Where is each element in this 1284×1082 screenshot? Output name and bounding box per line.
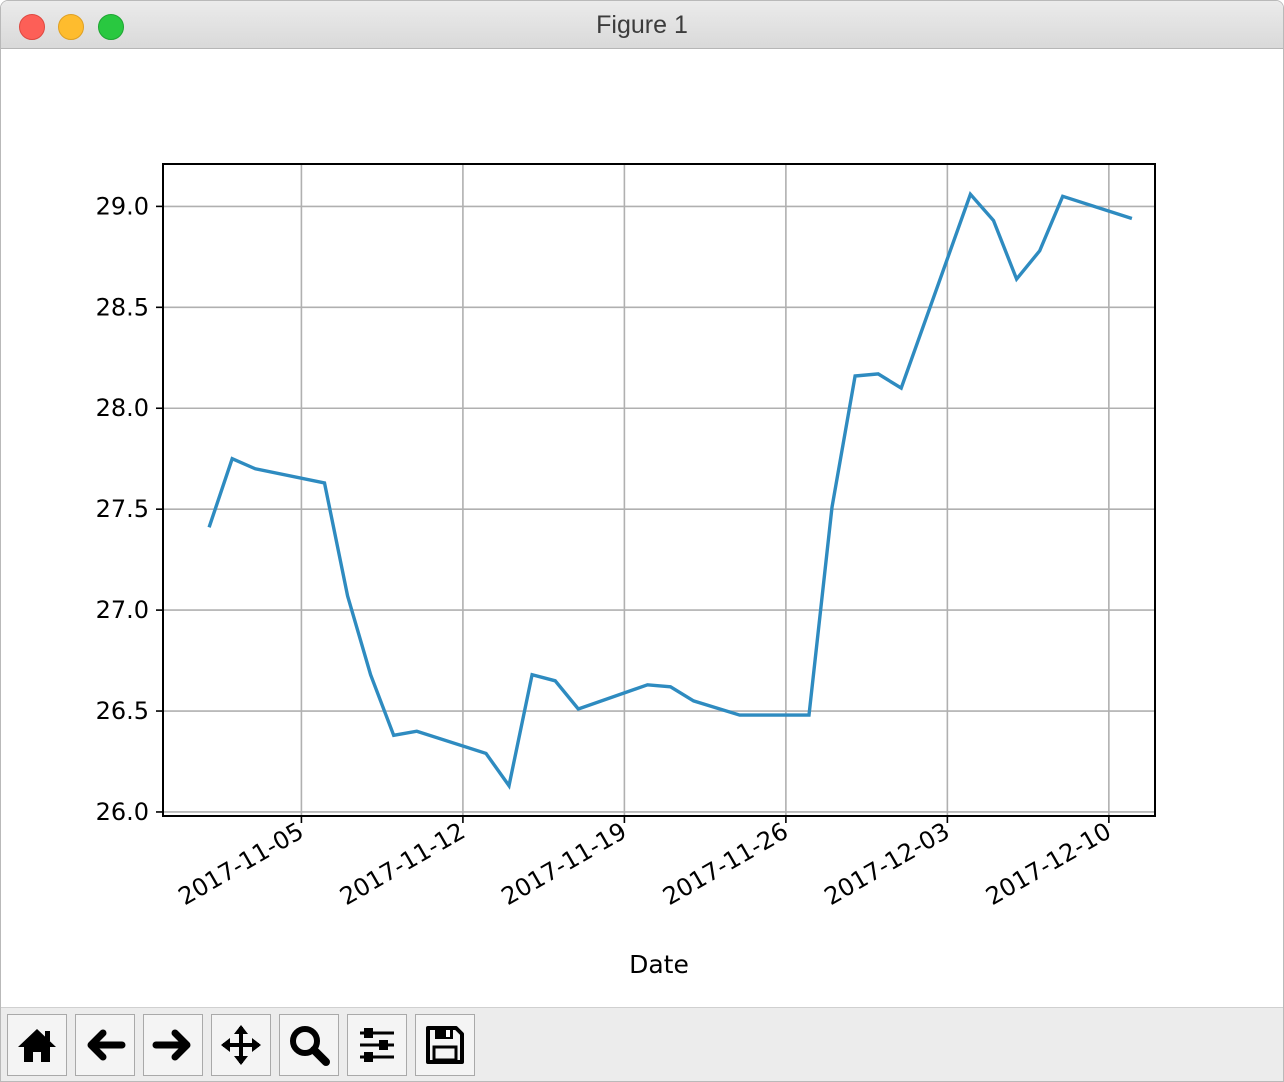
data-point: [414, 729, 419, 734]
minimize-window-button[interactable]: [58, 14, 84, 40]
y-tick-label: 26.0: [96, 798, 149, 826]
maximize-window-button[interactable]: [98, 14, 124, 40]
data-point: [230, 456, 235, 461]
data-point: [368, 672, 373, 677]
data-point: [830, 505, 835, 510]
data-point: [507, 783, 512, 788]
series-line: [207, 191, 1133, 790]
x-tick-label: 2017-11-05: [174, 817, 309, 911]
home-button[interactable]: [7, 1014, 67, 1076]
data-point: [991, 218, 996, 223]
data-point: [253, 466, 258, 471]
data-point: [576, 707, 581, 712]
y-tick-label: 28.5: [96, 293, 149, 321]
configure-subplots-button[interactable]: [347, 1014, 407, 1076]
forward-button[interactable]: [143, 1014, 203, 1076]
data-point: [737, 713, 742, 718]
data-point: [391, 733, 396, 738]
data-point: [1037, 248, 1042, 253]
data-point: [876, 371, 881, 376]
pan-button[interactable]: [211, 1014, 271, 1076]
close-window-button[interactable]: [19, 14, 45, 40]
navigation-toolbar: [1, 1007, 1283, 1081]
zoom-button[interactable]: [279, 1014, 339, 1076]
data-point: [691, 698, 696, 703]
arrow-right-icon: [152, 1029, 191, 1061]
data-point: [968, 192, 973, 197]
save-button[interactable]: [415, 1014, 475, 1076]
data-point: [1014, 277, 1019, 282]
data-point: [853, 373, 858, 378]
x-tick-label: 2017-11-12: [335, 817, 470, 911]
data-point: [322, 480, 327, 485]
data-point: [645, 682, 650, 687]
data-point: [483, 751, 488, 756]
x-tick-label: 2017-12-03: [820, 817, 955, 911]
y-tick-label: 29.0: [96, 192, 149, 220]
back-button[interactable]: [75, 1014, 135, 1076]
data-point: [207, 525, 212, 530]
arrow-left-icon: [87, 1029, 126, 1061]
data-point: [1060, 194, 1065, 199]
y-tick-label: 28.0: [96, 394, 149, 422]
data-point: [1129, 216, 1134, 221]
x-tick-label: 2017-12-10: [981, 817, 1116, 911]
data-point: [345, 593, 350, 598]
x-tick-label: 2017-11-19: [497, 817, 632, 911]
y-tick-label: 27.5: [96, 495, 149, 523]
data-point: [530, 672, 535, 677]
window-title: Figure 1: [596, 11, 688, 39]
title-bar[interactable]: Figure 1: [1, 1, 1283, 49]
data-point: [553, 678, 558, 683]
plot-frame: [162, 163, 1156, 817]
data-point: [806, 713, 811, 718]
data-point: [668, 684, 673, 689]
floppy-disk-icon: [426, 1026, 464, 1064]
x-tick-label: 2017-11-26: [658, 817, 793, 911]
x-axis-label: Date: [629, 950, 689, 979]
y-tick-label: 27.0: [96, 596, 149, 624]
sliders-icon: [360, 1028, 394, 1062]
magnifier-icon: [290, 1026, 330, 1066]
line-chart[interactable]: 2017-11-05 2017-11-12 2017-11-19 2017-11-26…: [1, 49, 1283, 1007]
move-icon: [221, 1025, 261, 1065]
data-point: [899, 386, 904, 391]
figure-canvas[interactable]: 2017-11-05 2017-11-12 2017-11-19 2017-11-26…: [1, 49, 1283, 1007]
home-icon: [18, 1029, 56, 1062]
y-tick-label: 26.5: [96, 697, 149, 725]
